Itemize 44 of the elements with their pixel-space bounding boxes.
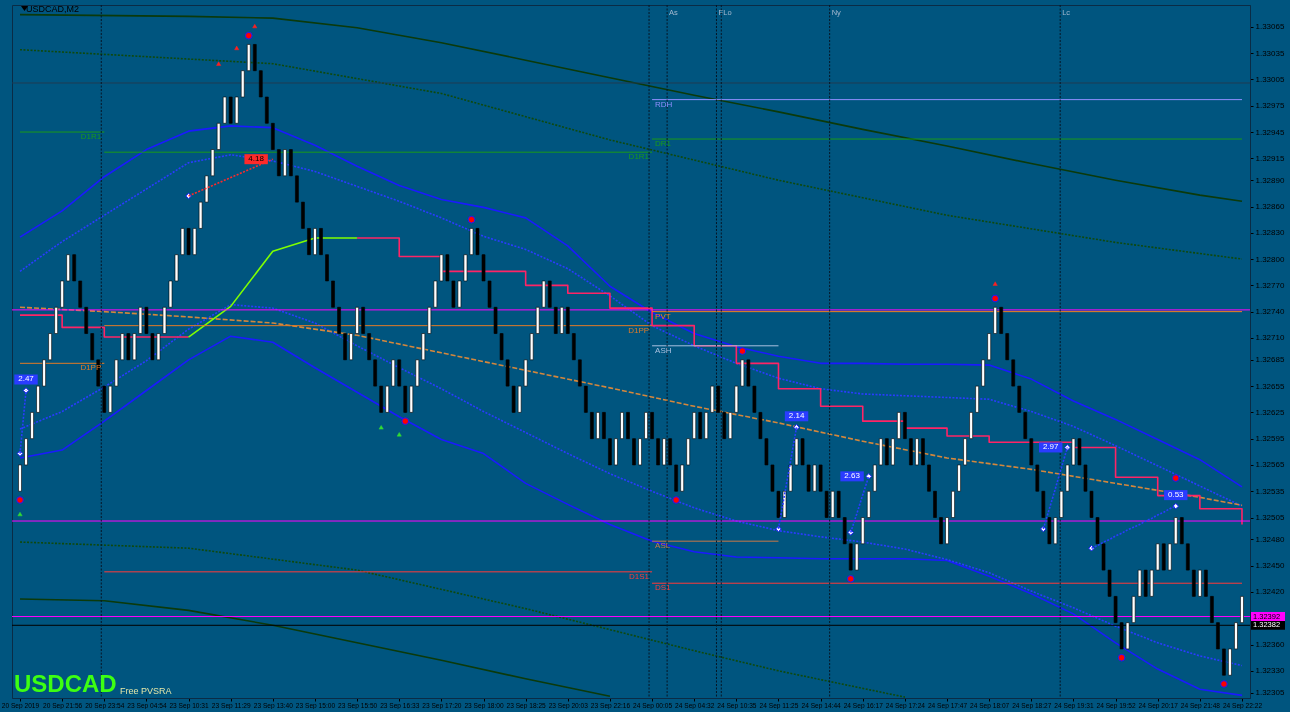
- y-tick-label: 1.32535: [1255, 486, 1285, 496]
- series-label: PVT: [655, 311, 671, 321]
- y-tick-label: 1.32625: [1255, 407, 1285, 417]
- series-label: D1R1: [628, 152, 650, 162]
- y-tick-label: 1.32915: [1255, 153, 1285, 163]
- annotation: USDCAD: [14, 670, 117, 697]
- y-tick-label: 1.32655: [1255, 381, 1285, 391]
- series-label: ASL: [655, 541, 671, 551]
- series-label: DS1: [655, 583, 672, 593]
- y-tick-label: 1.33005: [1255, 74, 1285, 84]
- series-label: D1S1: [629, 571, 650, 581]
- y-tick-label: 1.32595: [1255, 434, 1285, 444]
- y-tick-label: 1.32800: [1255, 254, 1285, 264]
- y-tick-label: 1.32945: [1255, 127, 1285, 137]
- y-tick-label: 1.32740: [1255, 307, 1285, 317]
- y-tick-label: 1.32975: [1255, 101, 1285, 111]
- annotation: Free PVSRA: [120, 686, 172, 696]
- y-tick-label: 1.32565: [1255, 460, 1285, 470]
- series-label: DR1: [655, 139, 672, 149]
- series-label: D1PP: [628, 325, 650, 335]
- y-tick-label: 1.32480: [1255, 534, 1285, 544]
- series-label: 2.63: [844, 471, 861, 481]
- series-label: 4.18: [248, 154, 265, 164]
- series-label: D1PP: [80, 363, 102, 373]
- y-tick-label: 1.32450: [1255, 561, 1285, 571]
- series-label: D1R1: [80, 132, 102, 142]
- y-tick-label: 1.32305: [1255, 688, 1285, 698]
- y-tick-label: 1.33065: [1255, 22, 1285, 32]
- series-label: ASH: [655, 345, 672, 355]
- series-label: 2.47: [18, 374, 35, 384]
- y-tick-label: 1.32420: [1255, 587, 1285, 597]
- y-tick-label: 1.32505: [1255, 513, 1285, 523]
- series-label: RDH: [655, 99, 673, 109]
- y-tick-label: 1.32770: [1255, 280, 1285, 290]
- y-tick-label: 1.32330: [1255, 666, 1285, 676]
- y-tick-label: 1.32360: [1255, 640, 1285, 650]
- y-tick-label: 1.33035: [1255, 48, 1285, 58]
- series-label: 2.14: [788, 411, 805, 421]
- y-tick-label: 1.32890: [1255, 175, 1285, 185]
- y-tick-label: 1.32830: [1255, 228, 1285, 238]
- y-tick-label: 1.32860: [1255, 202, 1285, 211]
- y-tick-label: 1.32710: [1255, 333, 1285, 343]
- chart-title: USDCAD,M2: [26, 4, 80, 14]
- y-tick-label: 1.32685: [1255, 355, 1285, 365]
